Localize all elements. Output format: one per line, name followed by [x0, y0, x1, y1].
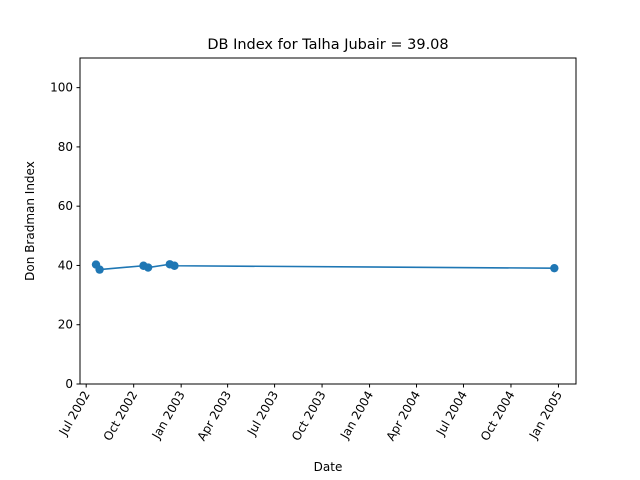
data-point — [143, 263, 153, 272]
x-tick-label: Oct 2003 — [289, 389, 329, 444]
chart-title: DB Index for Talha Jubair = 39.08 — [207, 37, 448, 53]
x-tick-label: Jan 2005 — [526, 389, 565, 443]
x-tick-label: Jul 2004 — [433, 389, 470, 439]
data-point — [550, 263, 559, 273]
plot-area — [79, 57, 577, 385]
data-point — [95, 265, 104, 274]
y-tick-label: 60 — [58, 199, 73, 213]
x-tick-label: Apr 2003 — [195, 389, 235, 444]
y-tick-label: 100 — [50, 81, 73, 95]
x-tick-label: Oct 2004 — [478, 389, 518, 444]
y-tick-label: 40 — [58, 258, 73, 272]
x-tick-label: Jan 2003 — [149, 389, 188, 443]
x-tick-label: Apr 2004 — [383, 389, 423, 444]
series-line — [95, 263, 555, 271]
y-axis-label: Don Bradman Index — [23, 161, 37, 281]
data-point — [170, 261, 179, 270]
y-tick-label: 80 — [58, 140, 73, 154]
series-layer — [91, 260, 559, 274]
x-tick-label: Oct 2002 — [101, 389, 141, 444]
axes-frame — [79, 57, 577, 385]
x-tick-label: Jul 2003 — [244, 389, 281, 439]
y-axis-ticks: 0 20 40 60 80 100 — [50, 81, 80, 391]
x-tick-label: Jan 2004 — [337, 389, 376, 443]
x-axis-label: Date — [314, 460, 343, 474]
y-tick-label: 0 — [65, 377, 73, 391]
x-axis-ticks: Jul 2002 Oct 2002 Jan 2003 Apr 2003 Jul 2003… — [56, 384, 565, 443]
y-tick-label: 20 — [58, 318, 73, 332]
x-tick-label: Jul 2002 — [56, 389, 93, 439]
